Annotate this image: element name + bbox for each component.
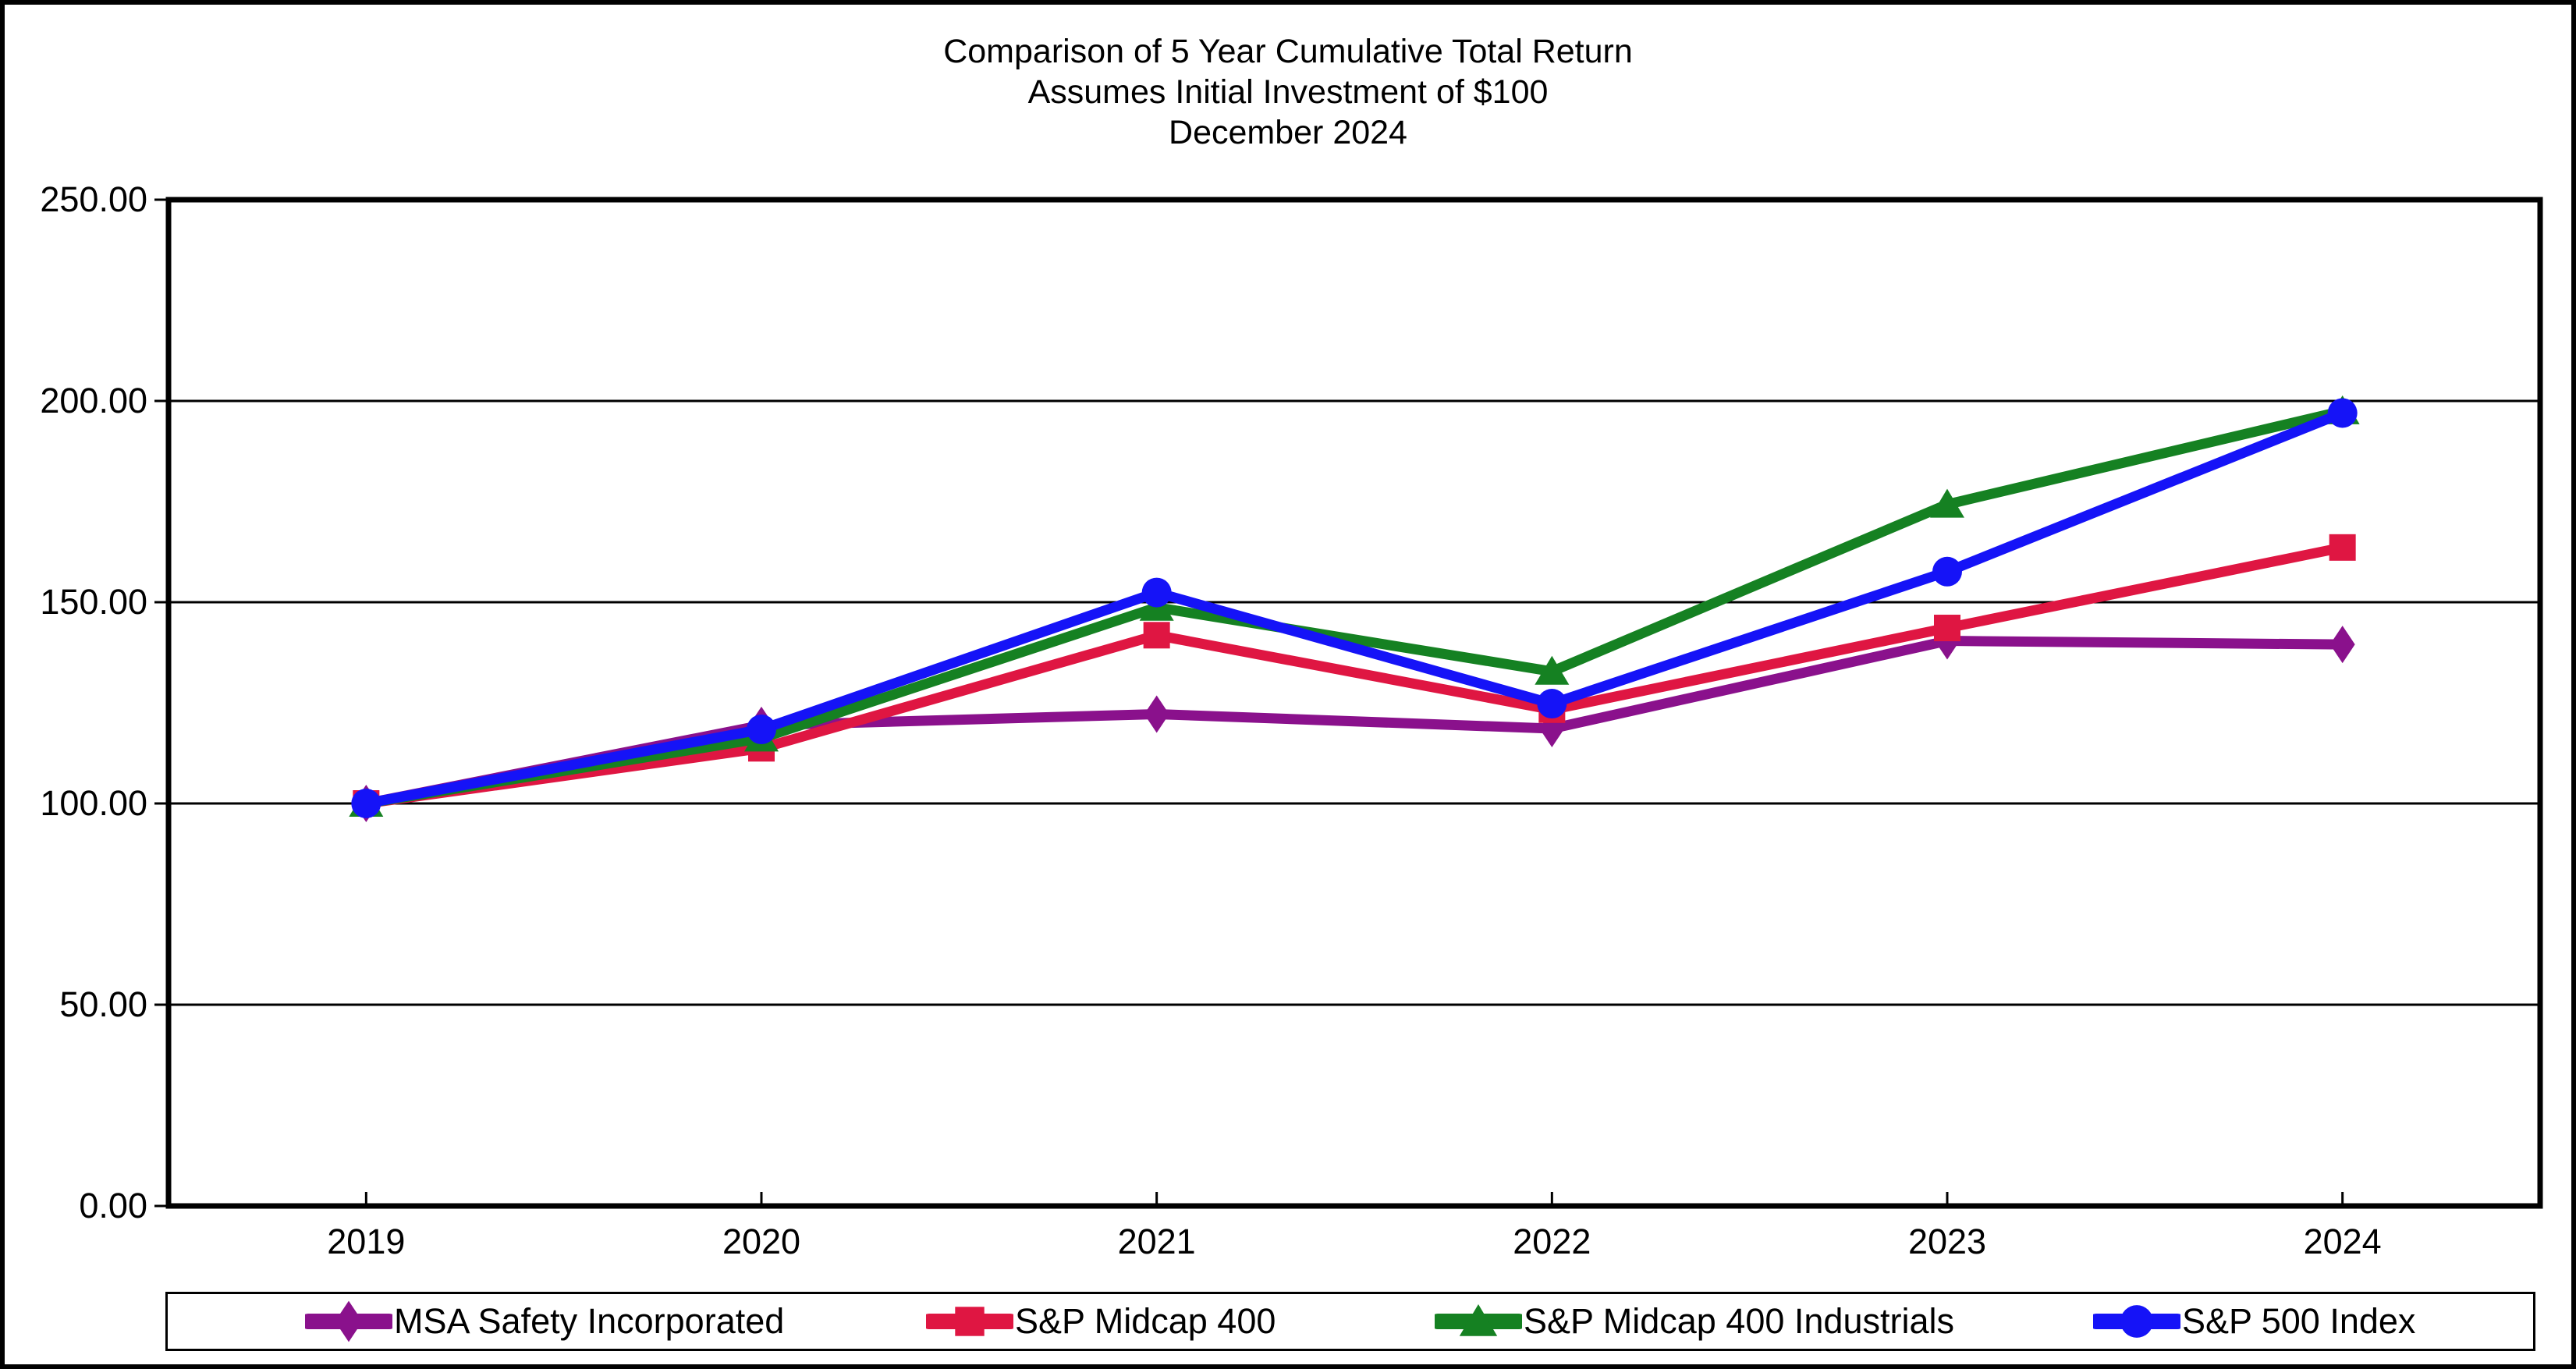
chart-title-line-3: December 2024 xyxy=(1169,114,1407,151)
series-line-s-p-midcap-400 xyxy=(360,542,2348,809)
circle-marker-s-p-500-index xyxy=(747,715,776,745)
x-axis-label-2023: 2023 xyxy=(1907,1222,1987,1261)
x-axis-label-2022: 2022 xyxy=(1513,1222,1591,1261)
y-axis-label-100.00: 100.00 xyxy=(40,783,147,823)
y-axis-label-250.00: 250.00 xyxy=(40,179,147,219)
circle-marker-s-p-500-index xyxy=(1141,577,1172,608)
legend-label-s-p-midcap-400-industrials: S&P Midcap 400 Industrials xyxy=(1524,1301,1954,1341)
square-marker-s-p-midcap-400 xyxy=(1934,615,1960,642)
diamond-marker-msa-safety-incorporated xyxy=(2329,626,2355,664)
circle-marker-s-p-500-index xyxy=(1932,556,1962,587)
series-s-p-500-index xyxy=(351,398,2358,818)
plot-border xyxy=(165,197,2543,1209)
legend-item-s-p-midcap-400: S&P Midcap 400 xyxy=(926,1298,1276,1345)
triangle-marker-s-p-midcap-400-industrials xyxy=(1535,655,1570,685)
square-icon xyxy=(926,1307,1013,1336)
x-axis-label-2020: 2020 xyxy=(722,1222,801,1261)
triangle-marker-s-p-midcap-400-industrials xyxy=(1930,488,1964,518)
chart-title-line-1: Comparison of 5 Year Cumulative Total Re… xyxy=(943,33,1633,70)
y-axis-label-50.00: 50.00 xyxy=(59,984,147,1024)
triangle-icon-shape xyxy=(1459,1304,1498,1336)
chart-title-line-2: Assumes Initial Investment of $100 xyxy=(1027,73,1549,111)
series-line-msa-safety-incorporated xyxy=(360,636,2348,809)
circle-marker-s-p-500-index xyxy=(1537,689,1567,719)
square-icon-shape xyxy=(955,1307,985,1336)
series-line-s-p-500-index xyxy=(360,407,2348,809)
circle-icon-shape xyxy=(2120,1305,2153,1338)
legend-item-s-p-500-index: S&P 500 Index xyxy=(2093,1298,2415,1345)
circle-icon xyxy=(2093,1305,2180,1338)
y-axis-label-150.00: 150.00 xyxy=(40,582,147,622)
legend-item-msa-safety-incorporated: MSA Safety Incorporated xyxy=(305,1298,784,1345)
y-axis-label-0.00: 0.00 xyxy=(79,1186,147,1225)
chart-title: Comparison of 5 Year Cumulative Total Re… xyxy=(5,31,2571,153)
legend: MSA Safety Incorporated S&P Midcap 400 S&P… xyxy=(165,1292,2535,1351)
plot-area xyxy=(154,197,2543,1209)
square-marker-s-p-midcap-400 xyxy=(2329,534,2356,561)
legend-label-s-p-midcap-400: S&P Midcap 400 xyxy=(1015,1301,1276,1341)
triangle-icon xyxy=(1435,1304,1522,1336)
legend-item-s-p-midcap-400-industrials: S&P Midcap 400 Industrials xyxy=(1435,1298,1954,1345)
legend-label-s-p-500-index: S&P 500 Index xyxy=(2182,1301,2416,1341)
circle-marker-s-p-500-index xyxy=(2327,398,2358,428)
square-marker-s-p-midcap-400 xyxy=(1143,622,1170,649)
y-axis-label-200.00: 200.00 xyxy=(40,381,147,420)
series-line-s-p-midcap-400-industrials xyxy=(360,406,2348,809)
legend-label-msa-safety-incorporated: MSA Safety Incorporated xyxy=(394,1301,785,1341)
circle-marker-s-p-500-index xyxy=(351,789,381,818)
x-axis-label-2019: 2019 xyxy=(327,1222,406,1261)
diamond-icon-shape xyxy=(335,1300,363,1342)
diamond-icon xyxy=(305,1300,392,1342)
series-s-p-midcap-400 xyxy=(353,534,2356,817)
diamond-marker-msa-safety-incorporated xyxy=(1144,695,1169,733)
x-axis-label-2024: 2024 xyxy=(2303,1222,2382,1261)
x-axis-label-2021: 2021 xyxy=(1117,1222,1196,1261)
